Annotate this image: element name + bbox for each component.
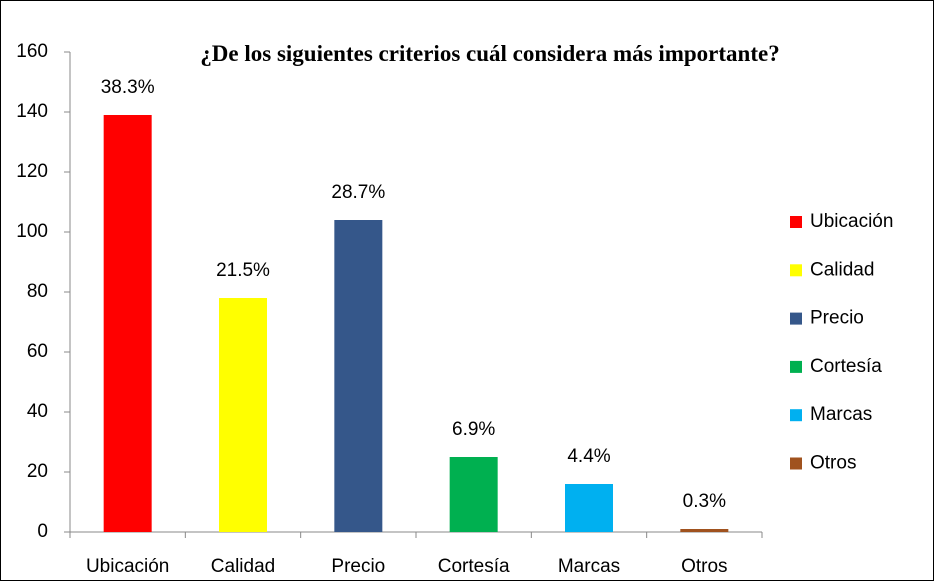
data-label: 6.9% bbox=[452, 419, 495, 440]
legend-swatch bbox=[790, 216, 802, 228]
x-tick-label: Calidad bbox=[211, 556, 275, 577]
y-tick-label: 20 bbox=[27, 461, 48, 482]
legend-label: Calidad bbox=[810, 259, 874, 280]
bar bbox=[680, 529, 729, 532]
legend-swatch bbox=[790, 457, 802, 470]
legend-label: Marcas bbox=[810, 404, 872, 425]
legend-swatch bbox=[790, 264, 802, 277]
legend-label: Otros bbox=[810, 453, 856, 474]
bar bbox=[334, 220, 383, 532]
x-tick-label: Cortesía bbox=[438, 556, 510, 577]
data-label: 21.5% bbox=[216, 260, 270, 281]
legend-label: Cortesía bbox=[810, 356, 882, 377]
bar bbox=[449, 457, 498, 532]
chart-title: ¿De los siguientes criterios cuál consid… bbox=[200, 41, 780, 66]
y-tick-label: 60 bbox=[27, 341, 48, 362]
legend-swatch bbox=[790, 409, 802, 422]
legend-swatch bbox=[790, 360, 802, 373]
x-tick-label: Precio bbox=[331, 556, 385, 577]
data-label: 38.3% bbox=[101, 77, 155, 98]
y-tick-label: 0 bbox=[37, 521, 48, 542]
y-tick-label: 120 bbox=[16, 161, 48, 182]
bar bbox=[565, 484, 613, 532]
y-tick-label: 80 bbox=[27, 281, 48, 302]
x-tick-label: Otros bbox=[681, 556, 727, 577]
y-tick-label: 40 bbox=[27, 401, 48, 422]
y-tick-label: 140 bbox=[16, 101, 48, 122]
bar bbox=[219, 298, 267, 532]
data-label: 4.4% bbox=[567, 446, 610, 467]
x-tick-label: Ubicación bbox=[86, 556, 169, 577]
legend-label: Precio bbox=[810, 308, 864, 329]
x-tick-label: Marcas bbox=[558, 556, 620, 577]
legend-swatch bbox=[790, 312, 802, 325]
bar bbox=[103, 115, 152, 532]
data-label: 0.3% bbox=[683, 491, 726, 512]
y-tick-label: 160 bbox=[16, 41, 48, 62]
legend-label: Ubicación bbox=[810, 211, 893, 232]
data-label: 28.7% bbox=[331, 182, 385, 203]
y-tick-label: 100 bbox=[16, 221, 48, 242]
